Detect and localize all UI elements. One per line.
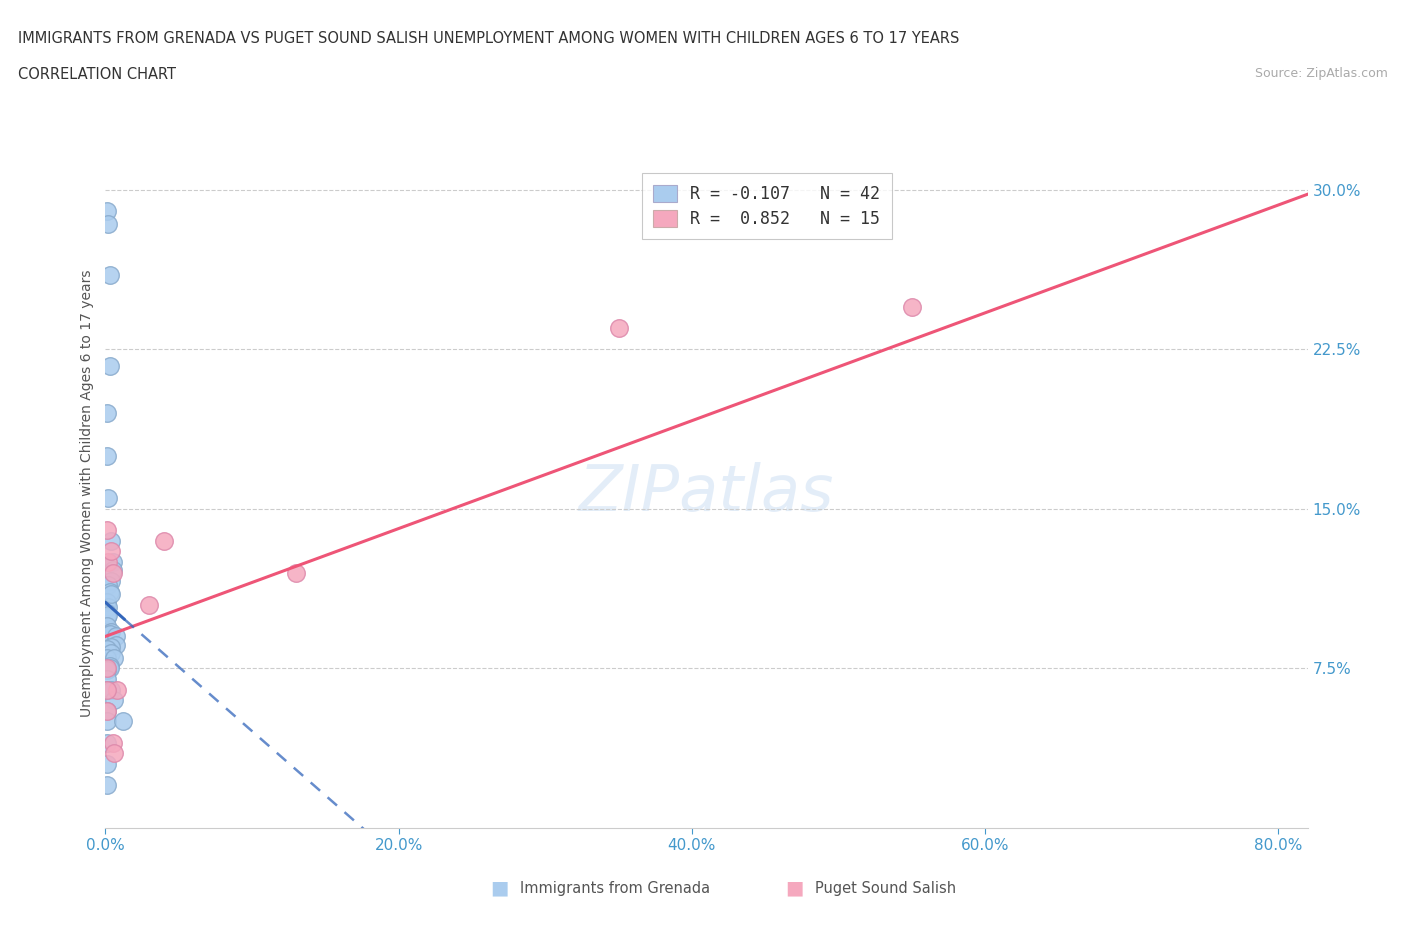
Point	[101, 563, 124, 578]
Point	[98, 658, 121, 673]
Point	[100, 533, 122, 548]
Text: ■: ■	[489, 879, 509, 897]
Point	[101, 565, 124, 580]
Point	[96, 714, 118, 729]
Point	[103, 746, 125, 761]
Point	[98, 268, 121, 283]
Text: ZIPatlas: ZIPatlas	[579, 462, 834, 524]
Point	[97, 554, 120, 569]
Point	[97, 599, 120, 614]
Point	[96, 595, 118, 610]
Point	[153, 533, 176, 548]
Point	[104, 637, 127, 652]
Point	[98, 661, 121, 676]
Point	[100, 682, 122, 697]
Point	[97, 217, 120, 232]
Point	[607, 321, 630, 336]
Point	[96, 610, 118, 625]
Text: ■: ■	[785, 879, 804, 897]
Text: IMMIGRANTS FROM GRENADA VS PUGET SOUND SALISH UNEMPLOYMENT AMONG WOMEN WITH CHIL: IMMIGRANTS FROM GRENADA VS PUGET SOUND S…	[18, 31, 960, 46]
Point	[105, 682, 128, 697]
Point	[138, 597, 160, 612]
Legend: R = -0.107   N = 42, R =  0.852   N = 15: R = -0.107 N = 42, R = 0.852 N = 15	[641, 173, 891, 239]
Point	[98, 359, 121, 374]
Point	[98, 584, 121, 599]
Point	[96, 642, 118, 657]
Point	[900, 299, 922, 314]
Point	[96, 777, 118, 792]
Point	[101, 554, 124, 569]
Point	[96, 605, 118, 620]
Point	[101, 736, 124, 751]
Point	[96, 204, 118, 219]
Point	[103, 650, 125, 665]
Point	[100, 544, 122, 559]
Text: Puget Sound Salish: Puget Sound Salish	[815, 881, 956, 896]
Point	[100, 646, 122, 661]
Point	[100, 640, 122, 655]
Text: Source: ZipAtlas.com: Source: ZipAtlas.com	[1254, 67, 1388, 80]
Point	[96, 661, 118, 676]
Point	[98, 627, 121, 642]
Point	[96, 703, 118, 718]
Y-axis label: Unemployment Among Women with Children Ages 6 to 17 years: Unemployment Among Women with Children A…	[80, 269, 94, 717]
Point	[96, 703, 118, 718]
Point	[97, 578, 120, 592]
Point	[100, 574, 122, 589]
Point	[96, 663, 118, 678]
Point	[96, 405, 118, 420]
Point	[96, 448, 118, 463]
Point	[97, 491, 120, 506]
Point	[96, 671, 118, 686]
Point	[100, 587, 122, 602]
Point	[96, 756, 118, 771]
Point	[96, 682, 118, 697]
Point	[96, 618, 118, 633]
Point	[96, 682, 118, 697]
Point	[112, 714, 135, 729]
Point	[97, 607, 120, 622]
Point	[96, 736, 118, 751]
Text: CORRELATION CHART: CORRELATION CHART	[18, 67, 176, 82]
Point	[104, 629, 127, 644]
Point	[96, 523, 118, 538]
Text: Immigrants from Grenada: Immigrants from Grenada	[520, 881, 710, 896]
Point	[103, 693, 125, 708]
Point	[285, 565, 308, 580]
Point	[96, 650, 118, 665]
Point	[100, 625, 122, 640]
